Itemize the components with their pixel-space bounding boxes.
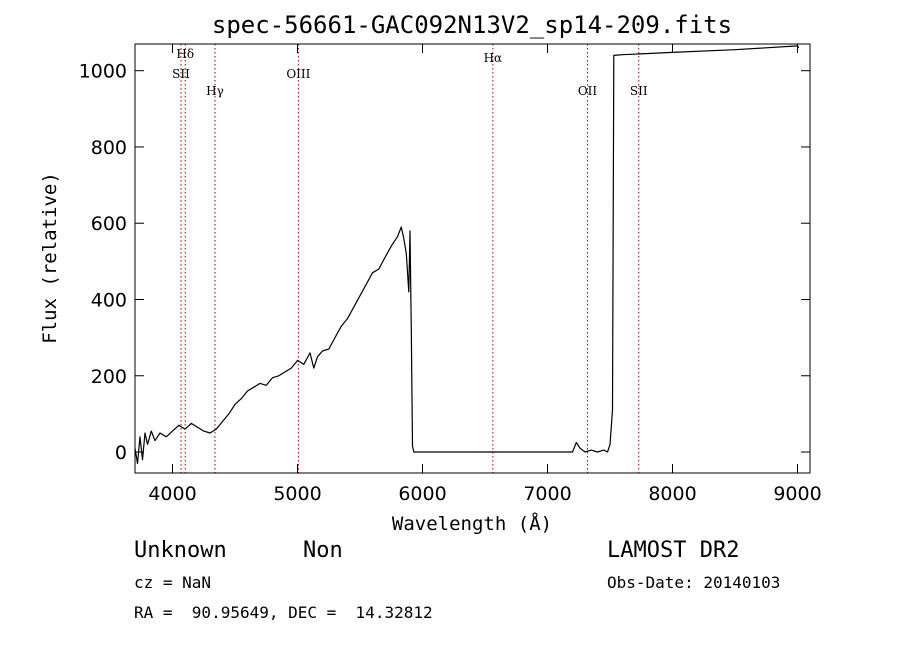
marker-label: Hδ [176, 47, 194, 61]
x-tick-label: 7000 [523, 483, 571, 505]
observation-date: Obs-Date: 20140103 [607, 573, 781, 592]
x-axis-label: Wavelength (Å) [392, 512, 552, 535]
axes: 4000 5000 6000 7000 8000 9000 0 200 400 600 800 100… [79, 43, 822, 505]
marker-label: Hγ [206, 84, 224, 98]
marker-label: OII [578, 84, 598, 98]
x-tick-label: 6000 [398, 483, 446, 505]
marker-label: SII [172, 67, 190, 81]
plot-frame [134, 43, 811, 474]
y-tick-label: 400 [91, 289, 127, 311]
y-tick-label: 800 [91, 137, 127, 159]
marker-label: Hα [484, 51, 503, 65]
y-axis-label: Flux (relative) [39, 172, 61, 344]
x-tick-label: 9000 [773, 483, 821, 505]
sky-coordinates: RA = 90.95649, DEC = 14.32812 [134, 603, 433, 622]
y-tick-label: 0 [115, 442, 127, 464]
x-tick-label: 5000 [273, 483, 321, 505]
redshift-value: cz = NaN [134, 573, 212, 592]
marker-label: OIII [286, 67, 310, 81]
series-layer [134, 45, 800, 465]
emission-line-markers: Hδ SII Hγ OIII Hα OII SII [172, 44, 648, 473]
chart-title: spec-56661-GAC092N13V2_sp14-209.fits [212, 11, 732, 39]
object-class: Unknown [134, 538, 227, 563]
marker-label: SII [630, 84, 648, 98]
x-tick-label: 8000 [648, 483, 696, 505]
y-tick-label: 600 [91, 213, 127, 235]
y-tick-label: 200 [91, 366, 127, 388]
spectrum-line [134, 45, 800, 465]
survey-name: LAMOST DR2 [607, 538, 740, 563]
object-subclass: Non [303, 538, 343, 563]
x-tick-label: 4000 [148, 483, 196, 505]
y-tick-label: 1000 [79, 61, 127, 83]
